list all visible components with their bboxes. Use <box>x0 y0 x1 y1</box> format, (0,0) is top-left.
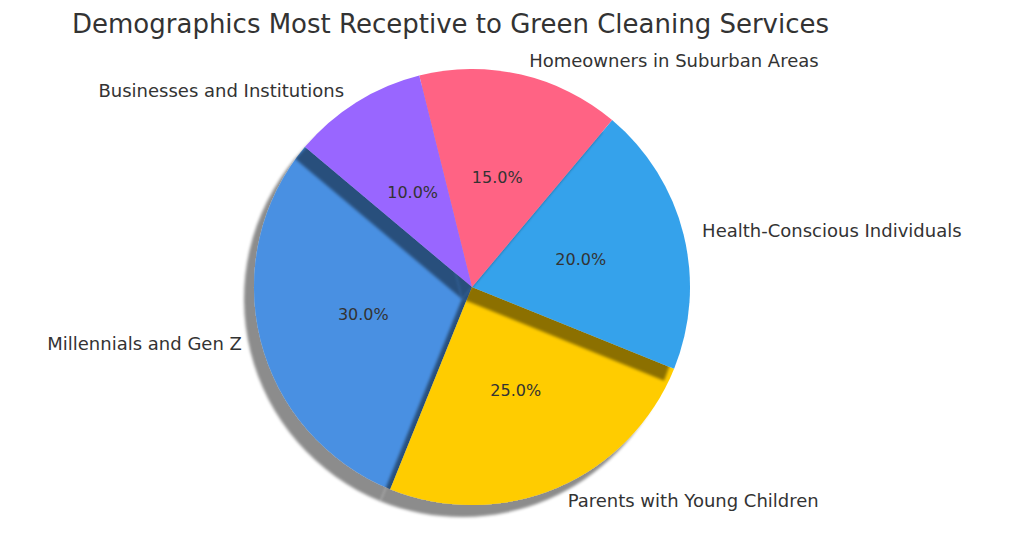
svg-text:Millennials and Gen Z: Millennials and Gen Z <box>47 333 242 354</box>
svg-text:30.0%: 30.0% <box>338 305 389 324</box>
svg-text:Parents with Young Children: Parents with Young Children <box>568 490 819 511</box>
svg-text:20.0%: 20.0% <box>555 250 606 269</box>
svg-text:Health-Conscious Individuals: Health-Conscious Individuals <box>702 220 961 241</box>
svg-text:Homeowners in Suburban Areas: Homeowners in Suburban Areas <box>529 50 818 71</box>
svg-text:Businesses and Institutions: Businesses and Institutions <box>98 80 344 101</box>
svg-text:15.0%: 15.0% <box>472 168 523 187</box>
svg-text:25.0%: 25.0% <box>490 381 541 400</box>
svg-text:10.0%: 10.0% <box>387 183 438 202</box>
svg-text:Demographics Most Receptive to: Demographics Most Receptive to Green Cle… <box>72 9 829 39</box>
